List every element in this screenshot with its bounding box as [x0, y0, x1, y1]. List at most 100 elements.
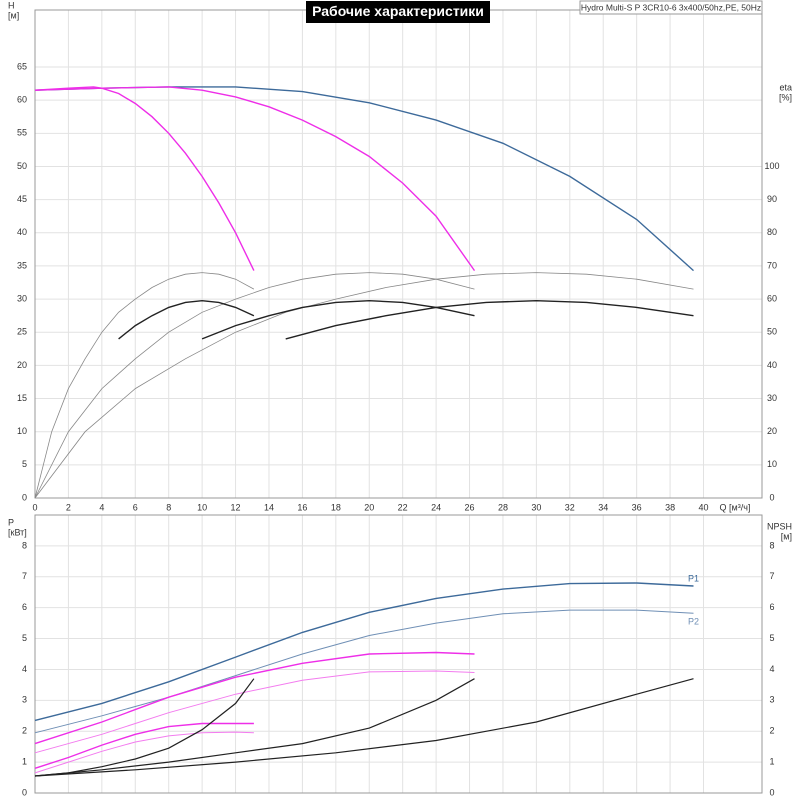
y-tick-label: 5 — [22, 633, 27, 643]
y-tick-label: 6 — [22, 602, 27, 612]
y2-tick-label: 30 — [767, 393, 777, 403]
x-tick-label: 10 — [197, 502, 207, 512]
y2-axis-unit: [%] — [779, 92, 792, 102]
x-tick-label: 4 — [99, 502, 104, 512]
y-axis-unit: [м] — [8, 10, 19, 20]
y-tick-label: 60 — [17, 95, 27, 105]
y-tick-label: 65 — [17, 61, 27, 71]
y-tick-label: 10 — [17, 426, 27, 436]
y2-tick-label: 80 — [767, 227, 777, 237]
y-tick-label: 3 — [22, 695, 27, 705]
model-box — [579, 0, 763, 15]
x-tick-label: 36 — [632, 502, 642, 512]
y2-tick-label: 40 — [767, 360, 777, 370]
y-tick-label: 20 — [17, 360, 27, 370]
y2-tick-label: 3 — [769, 695, 774, 705]
x-tick-label: 6 — [133, 502, 138, 512]
y-tick-label: 15 — [17, 393, 27, 403]
y-tick-label: 1 — [22, 756, 27, 766]
x-tick-label: 0 — [32, 502, 37, 512]
y-tick-label: 2 — [22, 726, 27, 736]
curve — [34, 651, 475, 745]
curve — [34, 670, 475, 754]
x-tick-label: 2 — [66, 502, 71, 512]
x-tick-label: 40 — [698, 502, 708, 512]
y-tick-label: 4 — [22, 664, 27, 674]
y-tick-label: 0 — [22, 492, 27, 502]
x-tick-label: 32 — [565, 502, 575, 512]
curve — [34, 722, 254, 769]
y2-axis-label: eta — [779, 82, 792, 92]
x-tick-label: 18 — [331, 502, 341, 512]
curve — [34, 678, 255, 777]
y-tick-label: 8 — [22, 540, 27, 550]
curve — [34, 582, 694, 722]
x-tick-label: 34 — [598, 502, 608, 512]
curve — [34, 272, 694, 499]
y2-tick-label: 1 — [769, 756, 774, 766]
curve — [34, 272, 255, 499]
y-tick-label: 0 — [22, 787, 27, 797]
y2-tick-label: 8 — [769, 540, 774, 550]
y-tick-label: 55 — [17, 128, 27, 138]
x-tick-label: 12 — [231, 502, 241, 512]
x-tick-label: 22 — [398, 502, 408, 512]
y2-axis-unit: [м] — [781, 531, 792, 541]
y2-tick-label: 90 — [767, 194, 777, 204]
y-tick-label: 40 — [17, 227, 27, 237]
x-tick-label: 8 — [166, 502, 171, 512]
y-tick-label: 30 — [17, 293, 27, 303]
curve — [201, 299, 475, 340]
y-axis-label: P — [8, 517, 14, 527]
y2-tick-label: 10 — [767, 459, 777, 469]
y-axis-unit: [кВт] — [8, 527, 27, 537]
y2-tick-label: 7 — [769, 571, 774, 581]
curve — [34, 86, 694, 272]
x-tick-label: 26 — [465, 502, 475, 512]
curve — [285, 299, 694, 340]
y2-tick-label: 5 — [769, 633, 774, 643]
y-axis-label: H — [8, 0, 15, 10]
series-label: P2 — [688, 617, 699, 627]
curve — [34, 678, 694, 777]
curve — [34, 86, 476, 272]
y2-axis-label: NPSH — [767, 521, 792, 531]
y2-tick-label: 6 — [769, 602, 774, 612]
x-tick-label: 30 — [531, 502, 541, 512]
model-label: Hydro Multi-S P 3CR10-6 3x400/50hz,PE, 5… — [581, 2, 761, 12]
x-axis-label: Q [м³/ч] — [720, 502, 751, 512]
y2-tick-label: 70 — [767, 260, 777, 270]
y2-tick-label: 50 — [767, 327, 777, 337]
curve — [34, 678, 475, 777]
x-tick-label: 24 — [431, 502, 441, 512]
curve — [34, 609, 694, 734]
title-box — [306, 1, 490, 23]
y2-tick-label: 60 — [767, 293, 777, 303]
y2-tick-label: 0 — [769, 787, 774, 797]
plot-frame — [34, 9, 763, 499]
x-tick-label: 20 — [364, 502, 374, 512]
curve — [34, 86, 255, 271]
y-tick-label: 7 — [22, 571, 27, 581]
y-tick-label: 45 — [17, 194, 27, 204]
y-tick-label: 50 — [17, 161, 27, 171]
y2-tick-label: 4 — [769, 664, 774, 674]
y-tick-label: 35 — [17, 260, 27, 270]
curve — [118, 299, 255, 340]
y2-tick-label: 100 — [764, 161, 779, 171]
x-tick-label: 38 — [665, 502, 675, 512]
curve — [34, 272, 475, 499]
curve — [34, 731, 254, 774]
plot-frame — [34, 514, 763, 794]
series-label: P1 — [688, 573, 699, 583]
x-tick-label: 14 — [264, 502, 274, 512]
y2-tick-label: 2 — [769, 726, 774, 736]
x-tick-label: 28 — [498, 502, 508, 512]
y-tick-label: 5 — [22, 459, 27, 469]
y2-tick-label: 0 — [769, 492, 774, 502]
y-tick-label: 25 — [17, 327, 27, 337]
chart-title: Рабочие характеристики — [312, 3, 484, 19]
x-tick-label: 16 — [297, 502, 307, 512]
y2-tick-label: 20 — [767, 426, 777, 436]
